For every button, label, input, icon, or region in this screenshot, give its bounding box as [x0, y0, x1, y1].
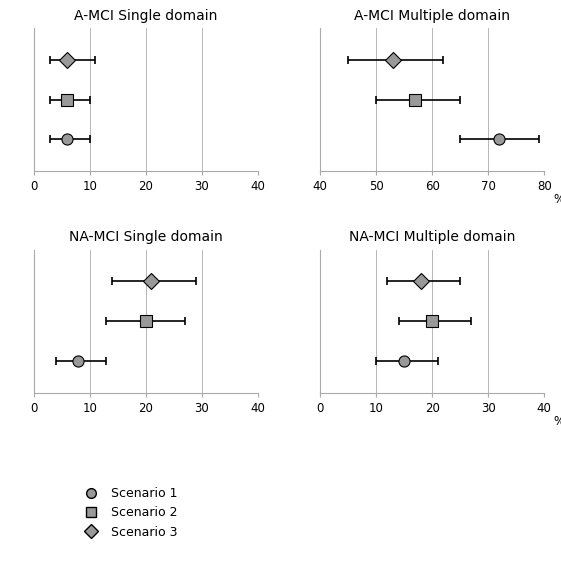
Legend: Scenario 1, Scenario 2, Scenario 3: Scenario 1, Scenario 2, Scenario 3 [73, 482, 182, 544]
Title: A-MCI Single domain: A-MCI Single domain [74, 9, 217, 22]
Text: %: % [553, 415, 561, 427]
Text: %: % [553, 193, 561, 206]
Title: A-MCI Multiple domain: A-MCI Multiple domain [354, 9, 510, 22]
Title: NA-MCI Single domain: NA-MCI Single domain [69, 231, 223, 245]
Title: NA-MCI Multiple domain: NA-MCI Multiple domain [349, 231, 516, 245]
